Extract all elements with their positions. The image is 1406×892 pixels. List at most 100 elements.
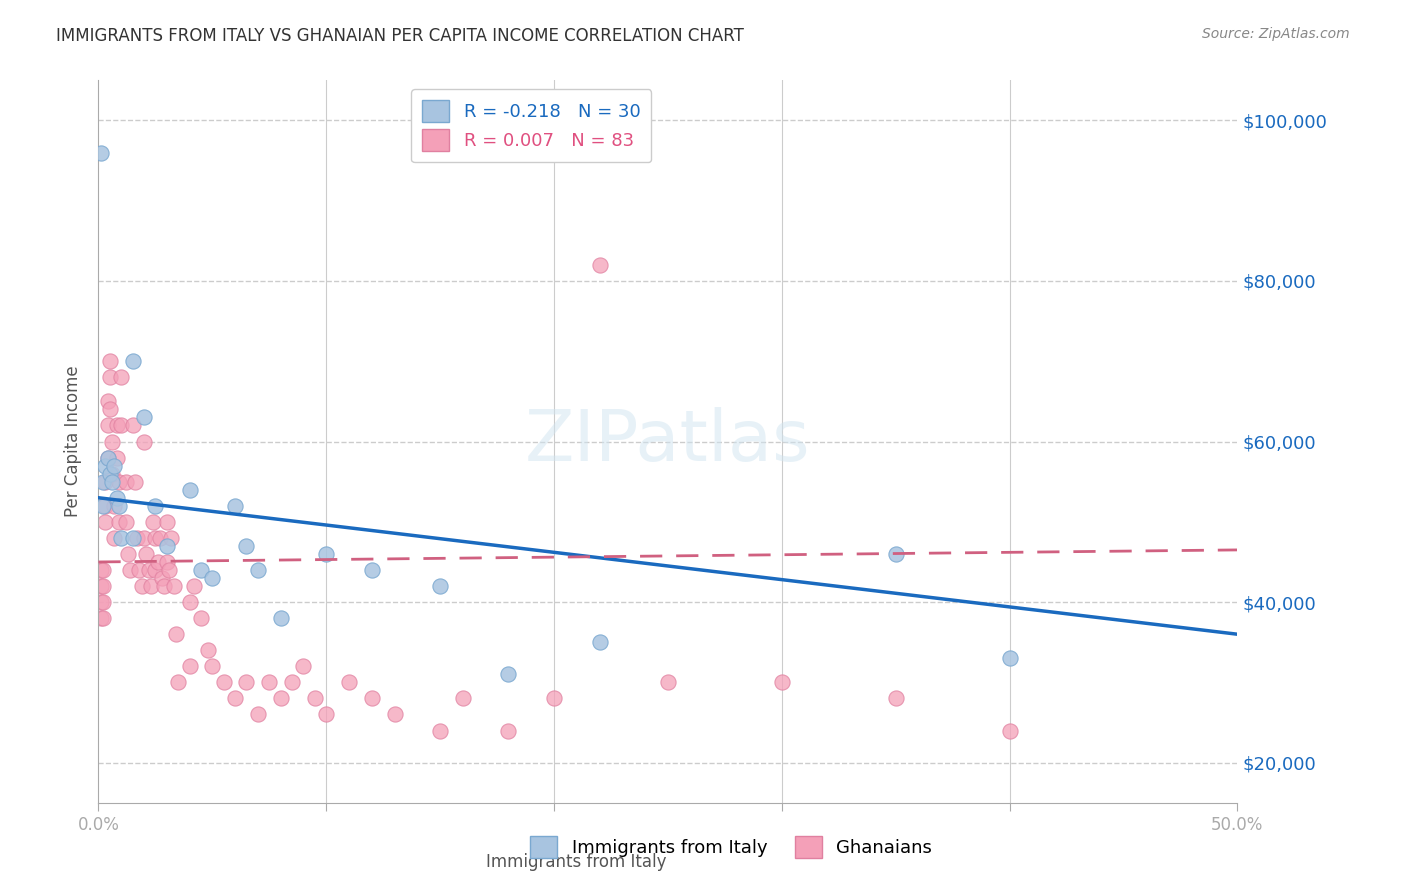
- Point: [153, 579, 176, 593]
- Point: [197, 643, 219, 657]
- Point: [101, 467, 124, 481]
- Point: [132, 410, 155, 425]
- Point: [270, 611, 292, 625]
- Point: [124, 475, 146, 489]
- Point: [110, 370, 132, 384]
- Point: [337, 675, 360, 690]
- Point: [96, 450, 118, 465]
- Point: [98, 354, 121, 368]
- Point: [103, 531, 125, 545]
- Point: [304, 691, 326, 706]
- Point: [121, 354, 143, 368]
- Point: [131, 579, 153, 593]
- Point: [543, 691, 565, 706]
- Point: [121, 531, 143, 545]
- Point: [127, 531, 149, 545]
- Point: [91, 611, 114, 625]
- Point: [117, 547, 139, 561]
- Point: [114, 515, 136, 529]
- Point: [121, 418, 143, 433]
- Point: [190, 563, 212, 577]
- Point: [142, 515, 165, 529]
- Point: [162, 579, 184, 593]
- Point: [179, 483, 201, 497]
- Point: [91, 563, 114, 577]
- Point: [138, 563, 160, 577]
- Point: [235, 539, 257, 553]
- Point: [657, 675, 679, 690]
- Text: IMMIGRANTS FROM ITALY VS GHANAIAN PER CAPITA INCOME CORRELATION CHART: IMMIGRANTS FROM ITALY VS GHANAIAN PER CA…: [56, 27, 744, 45]
- Point: [94, 475, 117, 489]
- Point: [105, 491, 128, 505]
- Point: [101, 434, 124, 449]
- Point: [235, 675, 257, 690]
- Point: [132, 531, 155, 545]
- Point: [157, 563, 180, 577]
- Point: [96, 418, 118, 433]
- Point: [120, 563, 142, 577]
- Point: [770, 675, 793, 690]
- Point: [884, 691, 907, 706]
- Point: [201, 659, 224, 673]
- Point: [90, 145, 112, 160]
- Point: [108, 515, 131, 529]
- Point: [91, 595, 114, 609]
- Point: [145, 531, 167, 545]
- Point: [108, 475, 131, 489]
- Point: [98, 402, 121, 417]
- Point: [360, 563, 382, 577]
- Point: [103, 458, 125, 473]
- Point: [281, 675, 304, 690]
- Point: [132, 434, 155, 449]
- Point: [91, 579, 114, 593]
- Point: [145, 499, 167, 513]
- Point: [246, 563, 269, 577]
- Point: [246, 707, 269, 722]
- Point: [108, 499, 131, 513]
- Point: [315, 547, 337, 561]
- Point: [384, 707, 406, 722]
- Point: [179, 659, 201, 673]
- Point: [96, 450, 118, 465]
- Point: [292, 659, 315, 673]
- Point: [90, 611, 112, 625]
- Point: [114, 475, 136, 489]
- Point: [429, 579, 451, 593]
- Point: [110, 531, 132, 545]
- Text: Source: ZipAtlas.com: Source: ZipAtlas.com: [1202, 27, 1350, 41]
- Point: [451, 691, 474, 706]
- Point: [156, 555, 179, 569]
- Point: [90, 563, 112, 577]
- Point: [90, 595, 112, 609]
- Point: [998, 651, 1021, 665]
- Legend: R = -0.218   N = 30, R = 0.007   N = 83: R = -0.218 N = 30, R = 0.007 N = 83: [411, 89, 651, 162]
- Point: [94, 499, 117, 513]
- Point: [498, 723, 520, 738]
- Point: [224, 691, 246, 706]
- Y-axis label: Per Capita Income: Per Capita Income: [65, 366, 83, 517]
- Point: [96, 394, 118, 409]
- Point: [98, 370, 121, 384]
- Point: [270, 691, 292, 706]
- Point: [179, 595, 201, 609]
- Point: [145, 563, 167, 577]
- Point: [150, 571, 173, 585]
- Point: [103, 499, 125, 513]
- Point: [105, 450, 128, 465]
- Point: [588, 635, 610, 649]
- Point: [91, 499, 114, 513]
- Point: [101, 475, 124, 489]
- Point: [360, 691, 382, 706]
- Point: [201, 571, 224, 585]
- Point: [498, 667, 520, 681]
- Point: [94, 458, 117, 473]
- Point: [212, 675, 235, 690]
- Point: [259, 675, 281, 690]
- Point: [149, 531, 172, 545]
- Point: [224, 499, 246, 513]
- Point: [128, 563, 150, 577]
- Legend: Immigrants from Italy, Ghanaians: Immigrants from Italy, Ghanaians: [523, 829, 939, 865]
- Point: [183, 579, 205, 593]
- Point: [315, 707, 337, 722]
- Point: [156, 515, 179, 529]
